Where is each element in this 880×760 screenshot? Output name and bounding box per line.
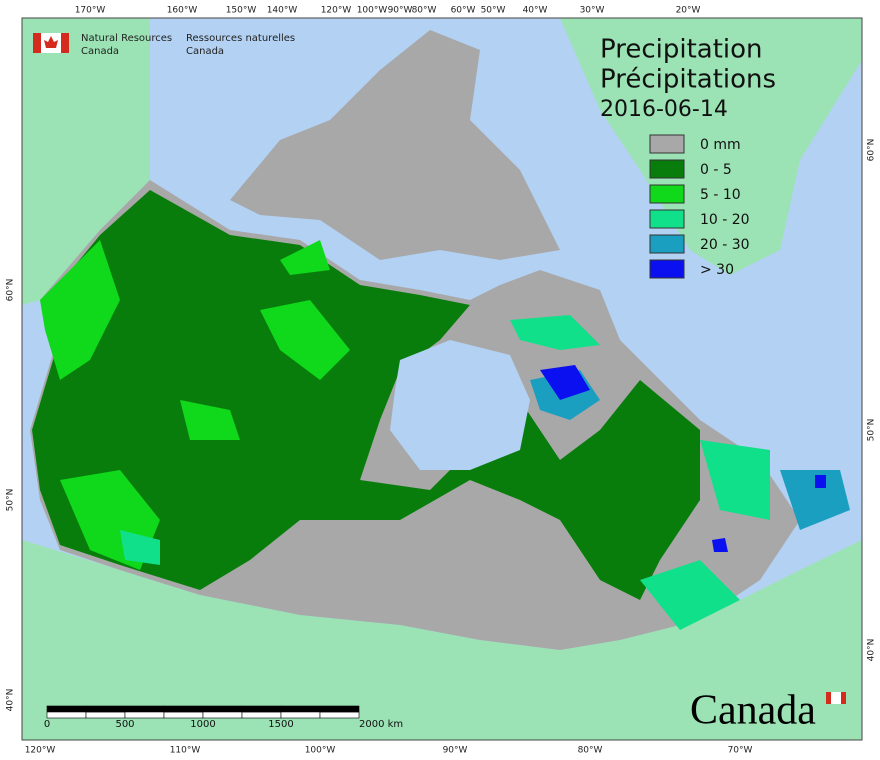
legend-swatch	[649, 184, 685, 204]
scale-bar-segment	[202, 705, 243, 713]
graticule-top-label: 150°W	[226, 6, 257, 16]
graticule-bottom-label: 80°W	[578, 746, 603, 756]
legend-label: 0 - 5	[700, 162, 732, 178]
graticule-top-label: 120°W	[321, 6, 352, 16]
map-frame	[21, 17, 863, 741]
department-fr: Ressources naturelles	[186, 33, 295, 44]
graticule-right-label: 40°N	[867, 639, 877, 662]
wordmark-flag	[826, 692, 846, 704]
scale-bar-label: 500	[115, 719, 134, 730]
department-en: Canada	[81, 46, 119, 57]
graticule-top-label: 140°W	[267, 6, 298, 16]
department-en: Natural Resources	[81, 33, 172, 44]
scale-bar-segment	[241, 705, 282, 713]
scale-bar-segment	[241, 711, 282, 719]
precip-over-30	[540, 365, 826, 552]
scale-bar-label: 1000	[190, 719, 215, 730]
scale-bar-label: 1500	[268, 719, 293, 730]
precip-5-10	[40, 240, 350, 570]
legend-swatch	[649, 159, 685, 179]
graticule-bottom-label: 70°W	[728, 746, 753, 756]
legend-label: > 30	[700, 262, 734, 278]
scale-bar-segment	[124, 711, 165, 719]
flag-bar	[61, 33, 69, 53]
legend-label: 5 - 10	[700, 187, 741, 203]
flag-bar	[33, 33, 41, 53]
legend-swatch	[649, 209, 685, 229]
scale-bar-segment	[46, 705, 87, 713]
maple-leaf	[44, 36, 58, 48]
legend-swatch	[649, 134, 685, 154]
scale-bar-segment	[163, 705, 204, 713]
graticule-top-label: 40°W	[523, 6, 548, 16]
legend-label: 20 - 30	[700, 237, 750, 253]
graticule-bottom-label: 110°W	[170, 746, 201, 756]
graticule-left-label: 40°N	[6, 689, 16, 712]
graticule-left-label: 60°N	[6, 279, 16, 302]
title-date: 2016-06-14	[600, 97, 728, 122]
graticule-bottom-label: 90°W	[443, 746, 468, 756]
scale-bar-segment	[85, 711, 126, 719]
greenland	[560, 18, 862, 275]
title-en: Precipitation	[600, 35, 763, 65]
scale-bar-segment	[46, 711, 87, 719]
flag-bar	[826, 692, 831, 704]
scale-bar-segment	[319, 711, 360, 719]
graticule-top-label: 160°W	[167, 6, 198, 16]
legend-swatch	[649, 259, 685, 279]
arctic-islands	[230, 30, 560, 260]
scale-bar-segment	[280, 711, 321, 719]
hudson-bay	[390, 340, 530, 470]
scale-bar-segment	[319, 705, 360, 713]
wordmark: Canada	[690, 688, 816, 734]
graticule-top-label: 100°W	[357, 6, 388, 16]
graticule-top-label: 30°W	[580, 6, 605, 16]
precip-0-5	[32, 190, 700, 600]
legend-swatch	[649, 234, 685, 254]
graticule-left-label: 50°N	[6, 489, 16, 512]
graticule-top-label: 80°W	[412, 6, 437, 16]
united-states	[22, 540, 862, 740]
alaska	[22, 18, 150, 305]
graticule-top-label: 60°W	[451, 6, 476, 16]
scale-bar-label: 2000 km	[359, 719, 403, 730]
scale-bar-segment	[85, 705, 126, 713]
flag-bar	[841, 692, 846, 704]
graticule-right-label: 60°N	[867, 139, 877, 162]
scale-bar-segment	[280, 705, 321, 713]
graticule-top-label: 90°W	[388, 6, 413, 16]
legend-label: 0 mm	[700, 137, 741, 153]
department-fr: Canada	[186, 46, 224, 57]
graticule-top-label: 50°W	[481, 6, 506, 16]
graticule-bottom-label: 120°W	[25, 746, 56, 756]
graticule-right-label: 50°N	[867, 419, 877, 442]
legend-label: 10 - 20	[700, 212, 750, 228]
scale-bar-segment	[202, 711, 243, 719]
graticule-bottom-label: 100°W	[305, 746, 336, 756]
precip-10-20	[120, 315, 770, 630]
scale-bar-label: 0	[44, 719, 50, 730]
scale-bar-segment	[163, 711, 204, 719]
graticule-top-label: 170°W	[75, 6, 106, 16]
graticule-top-label: 20°W	[676, 6, 701, 16]
flag-field	[831, 692, 841, 704]
logo	[33, 33, 69, 53]
scale-bar-segment	[124, 705, 165, 713]
title-fr: Précipitations	[600, 65, 776, 95]
